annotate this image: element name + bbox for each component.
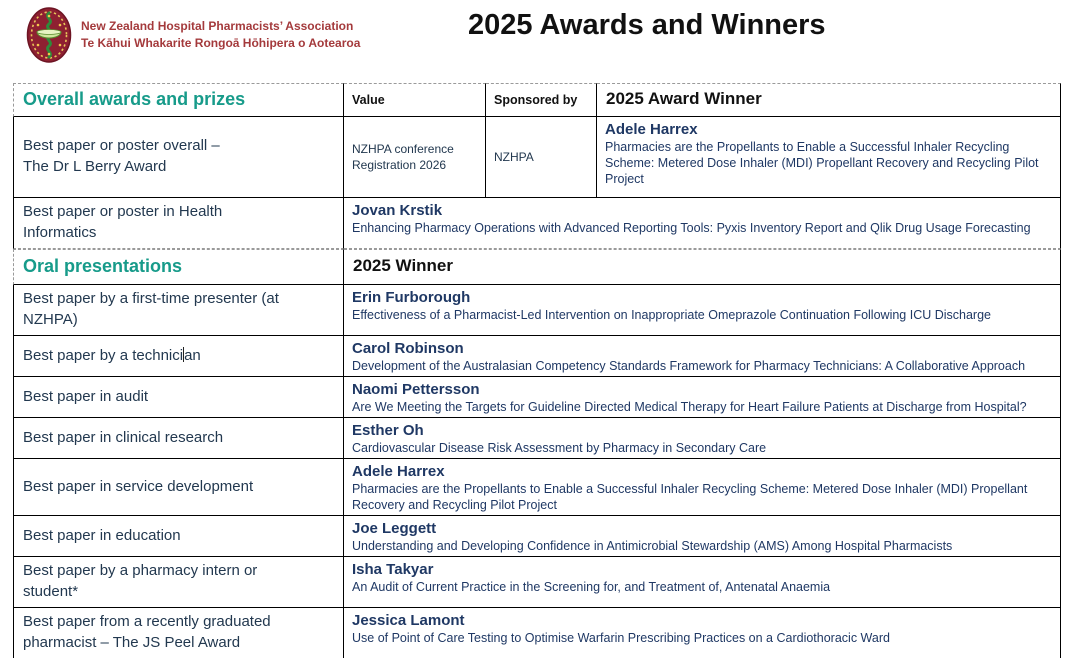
winner-cell: Isha Takyar An Audit of Current Practice… xyxy=(344,557,1061,608)
org-name-line1: New Zealand Hospital Pharmacists’ Associ… xyxy=(81,19,354,33)
table-row: Best paper by a technician Carol Robinso… xyxy=(13,336,1061,377)
section2-heading: Oral presentations xyxy=(13,249,344,285)
winner-name: Joe Leggett xyxy=(352,520,437,537)
award-label: Best paper by a technici xyxy=(23,346,184,364)
winner-cell: Naomi Pettersson Are We Meeting the Targ… xyxy=(344,377,1061,418)
table-row: Best paper or poster overall – The Dr L … xyxy=(13,117,1061,198)
award-name-cell: Best paper in education xyxy=(13,516,344,557)
winner-cell: Esther Oh Cardiovascular Disease Risk As… xyxy=(344,418,1061,459)
winner-cell: Adele Harrex Pharmacies are the Propella… xyxy=(597,117,1061,198)
winner-paper-title: Understanding and Developing Confidence … xyxy=(352,539,953,553)
winner-cell: Carol Robinson Development of the Austra… xyxy=(344,336,1061,377)
award-sponsor-cell: NZHPA xyxy=(486,117,597,198)
award-name-cell: Best paper by a first-time presenter (at… xyxy=(13,285,344,336)
awards-table[interactable]: Overall awards and prizes Value Sponsore… xyxy=(13,83,1061,658)
winner-name: Naomi Pettersson xyxy=(352,381,480,398)
table-row: Best paper from a recently graduated pha… xyxy=(13,608,1061,658)
winner-cell: Jessica Lamont Use of Point of Care Test… xyxy=(344,608,1061,658)
award-name-cell: Best paper in service development xyxy=(13,459,344,516)
winner-cell: Erin Furborough Effectiveness of a Pharm… xyxy=(344,285,1061,336)
column-header-award-winner: 2025 Award Winner xyxy=(597,83,1061,117)
award-name-cell: Best paper in audit xyxy=(13,377,344,418)
table-row: Best paper in education Joe Leggett Unde… xyxy=(13,516,1061,557)
winner-name: Carol Robinson xyxy=(352,340,464,357)
award-name-cell: Best paper or poster overall – The Dr L … xyxy=(13,117,344,198)
nzhpa-logo-block: New Zealand Hospital Pharmacists’ Associ… xyxy=(26,7,360,63)
winner-paper-title: Effectiveness of a Pharmacist-Led Interv… xyxy=(352,308,991,322)
winner-name: Jovan Krstik xyxy=(352,202,443,219)
winner-name: Adele Harrex xyxy=(352,463,445,480)
winner-paper-title: Enhancing Pharmacy Operations with Advan… xyxy=(352,221,1031,235)
table-row: Best paper in clinical research Esther O… xyxy=(13,418,1061,459)
winner-name: Esther Oh xyxy=(352,422,424,439)
winner-name: Isha Takyar xyxy=(352,561,434,578)
winner-paper-title: Use of Point of Care Testing to Optimise… xyxy=(352,631,890,645)
nzhpa-crest-icon xyxy=(26,7,72,63)
column-header-winner: 2025 Winner xyxy=(344,249,1061,285)
org-name-line2: Te Kāhui Whakarite Rongoā Hōhipera o Aot… xyxy=(81,36,361,50)
winner-name: Erin Furborough xyxy=(352,289,471,306)
winner-paper-title: An Audit of Current Practice in the Scre… xyxy=(352,580,831,594)
award-name-cell: Best paper or poster in Health Informati… xyxy=(13,198,344,249)
award-value-cell: NZHPA conference Registration 2026 xyxy=(344,117,486,198)
section1-header-row: Overall awards and prizes Value Sponsore… xyxy=(13,83,1061,117)
winner-paper-title: Are We Meeting the Targets for Guideline… xyxy=(352,400,1027,414)
section1-heading: Overall awards and prizes xyxy=(13,83,344,117)
document-header: New Zealand Hospital Pharmacists’ Associ… xyxy=(0,0,1071,78)
award-name-cell[interactable]: Best paper by a technician xyxy=(13,336,344,377)
page-title: 2025 Awards and Winners xyxy=(468,9,826,41)
table-row: Best paper by a pharmacy intern or stude… xyxy=(13,557,1061,608)
winner-cell: Jovan Krstik Enhancing Pharmacy Operatio… xyxy=(344,198,1061,249)
award-name-cell: Best paper from a recently graduated pha… xyxy=(13,608,344,658)
winner-paper-title: Pharmacies are the Propellants to Enable… xyxy=(605,140,1039,186)
org-name: New Zealand Hospital Pharmacists’ Associ… xyxy=(81,18,360,52)
winner-cell: Joe Leggett Understanding and Developing… xyxy=(344,516,1061,557)
table-row: Best paper in service development Adele … xyxy=(13,459,1061,516)
award-name-cell: Best paper by a pharmacy intern or stude… xyxy=(13,557,344,608)
table-row: Best paper by a first-time presenter (at… xyxy=(13,285,1061,336)
column-header-sponsored-by: Sponsored by xyxy=(486,83,597,117)
table-row: Best paper or poster in Health Informati… xyxy=(13,198,1061,249)
award-label: an xyxy=(184,346,201,364)
table-row: Best paper in audit Naomi Pettersson Are… xyxy=(13,377,1061,418)
section2-header-row: Oral presentations 2025 Winner xyxy=(13,249,1061,285)
winner-name: Adele Harrex xyxy=(605,121,698,138)
winner-paper-title: Development of the Australasian Competen… xyxy=(352,359,1026,373)
winner-cell: Adele Harrex Pharmacies are the Propella… xyxy=(344,459,1061,516)
column-header-value: Value xyxy=(344,83,486,117)
winner-paper-title: Cardiovascular Disease Risk Assessment b… xyxy=(352,441,767,455)
award-name-cell: Best paper in clinical research xyxy=(13,418,344,459)
winner-paper-title: Pharmacies are the Propellants to Enable… xyxy=(352,482,1028,512)
text-cursor xyxy=(183,346,185,362)
winner-name: Jessica Lamont xyxy=(352,612,465,629)
